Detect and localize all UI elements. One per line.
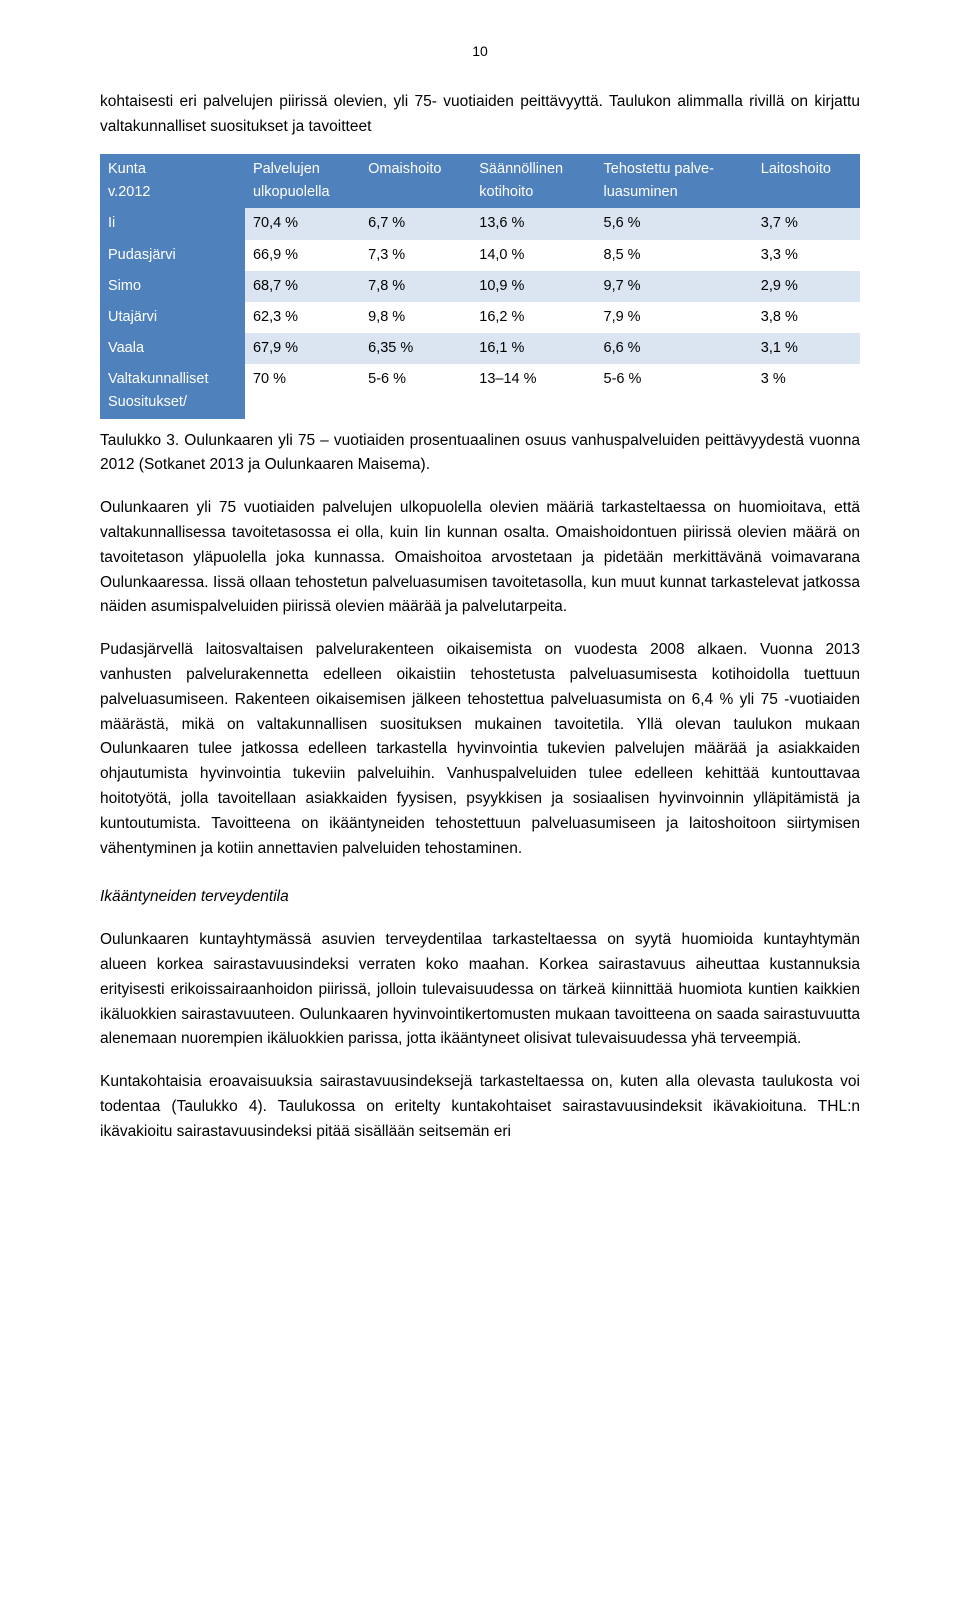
row-label: Utajärvi <box>100 302 245 333</box>
cell: 70 % <box>245 364 360 418</box>
cell: 3,3 % <box>753 240 860 271</box>
col-ulko-l2: ulkopuolella <box>253 184 330 200</box>
row-label: Valtakunnalliset Suositukset/ <box>100 364 245 418</box>
cell: 14,0 % <box>471 240 595 271</box>
cell: 68,7 % <box>245 271 360 302</box>
cell: 5-6 % <box>360 364 471 418</box>
row-label: Vaala <box>100 333 245 364</box>
cell: 7,9 % <box>596 302 753 333</box>
cell: 6,35 % <box>360 333 471 364</box>
body-paragraph-3: Oulunkaaren kuntayhtymässä asuvien terve… <box>100 928 860 1052</box>
cell: 16,1 % <box>471 333 595 364</box>
row-label: Pudasjärvi <box>100 240 245 271</box>
body-paragraph-4: Kuntakohtaisia eroavaisuuksia sairastavu… <box>100 1070 860 1144</box>
cell: 5-6 % <box>596 364 753 418</box>
table-row: Ii 70,4 % 6,7 % 13,6 % 5,6 % 3,7 % <box>100 208 860 239</box>
cell: 70,4 % <box>245 208 360 239</box>
cell: 13,6 % <box>471 208 595 239</box>
coverage-table: Kunta v.2012 Palvelujen ulkopuolella Oma… <box>100 154 860 419</box>
body-paragraph-2: Pudasjärvellä laitosvaltaisen palvelurak… <box>100 638 860 861</box>
body-paragraph-1: Oulunkaaren yli 75 vuotiaiden palvelujen… <box>100 496 860 620</box>
cell: 9,7 % <box>596 271 753 302</box>
col-palveluasuminen: Tehostettu palve- luasuminen <box>596 154 753 208</box>
cell: 67,9 % <box>245 333 360 364</box>
cell: 8,5 % <box>596 240 753 271</box>
page-number: 10 <box>100 40 860 62</box>
cell: 9,8 % <box>360 302 471 333</box>
table-header-row: Kunta v.2012 Palvelujen ulkopuolella Oma… <box>100 154 860 208</box>
col-koti-l2: kotihoito <box>479 184 533 200</box>
col-palv-l2: luasuminen <box>604 184 678 200</box>
cell: 3,8 % <box>753 302 860 333</box>
col-palv-l1: Tehostettu palve- <box>604 161 714 177</box>
row-label-l2: Suositukset/ <box>108 394 187 410</box>
cell: 13–14 % <box>471 364 595 418</box>
col-ulko-l1: Palvelujen <box>253 161 320 177</box>
subheading: Ikääntyneiden terveydentila <box>100 885 860 910</box>
table-row: Pudasjärvi 66,9 % 7,3 % 14,0 % 8,5 % 3,3… <box>100 240 860 271</box>
cell: 7,3 % <box>360 240 471 271</box>
cell: 2,9 % <box>753 271 860 302</box>
col-kunta-l1: Kunta <box>108 161 146 177</box>
cell: 3 % <box>753 364 860 418</box>
col-koti-l1: Säännöllinen <box>479 161 563 177</box>
row-label: Ii <box>100 208 245 239</box>
row-label-l1: Valtakunnalliset <box>108 371 209 387</box>
cell: 6,7 % <box>360 208 471 239</box>
cell: 10,9 % <box>471 271 595 302</box>
col-kunta: Kunta v.2012 <box>100 154 245 208</box>
table-row: Simo 68,7 % 7,8 % 10,9 % 9,7 % 2,9 % <box>100 271 860 302</box>
table-row: Utajärvi 62,3 % 9,8 % 16,2 % 7,9 % 3,8 % <box>100 302 860 333</box>
table-row: Valtakunnalliset Suositukset/ 70 % 5-6 %… <box>100 364 860 418</box>
table-row: Vaala 67,9 % 6,35 % 16,1 % 6,6 % 3,1 % <box>100 333 860 364</box>
cell: 16,2 % <box>471 302 595 333</box>
intro-paragraph: kohtaisesti eri palvelujen piirissä olev… <box>100 90 860 140</box>
row-label: Simo <box>100 271 245 302</box>
col-kotihoito: Säännöllinen kotihoito <box>471 154 595 208</box>
col-omaishoito: Omaishoito <box>360 154 471 208</box>
cell: 7,8 % <box>360 271 471 302</box>
col-ulkopuolella: Palvelujen ulkopuolella <box>245 154 360 208</box>
col-kunta-l2: v.2012 <box>108 184 150 200</box>
cell: 5,6 % <box>596 208 753 239</box>
cell: 6,6 % <box>596 333 753 364</box>
cell: 62,3 % <box>245 302 360 333</box>
col-laitoshoito: Laitoshoito <box>753 154 860 208</box>
cell: 66,9 % <box>245 240 360 271</box>
cell: 3,7 % <box>753 208 860 239</box>
table-caption: Taulukko 3. Oulunkaaren yli 75 – vuotiai… <box>100 429 860 479</box>
cell: 3,1 % <box>753 333 860 364</box>
